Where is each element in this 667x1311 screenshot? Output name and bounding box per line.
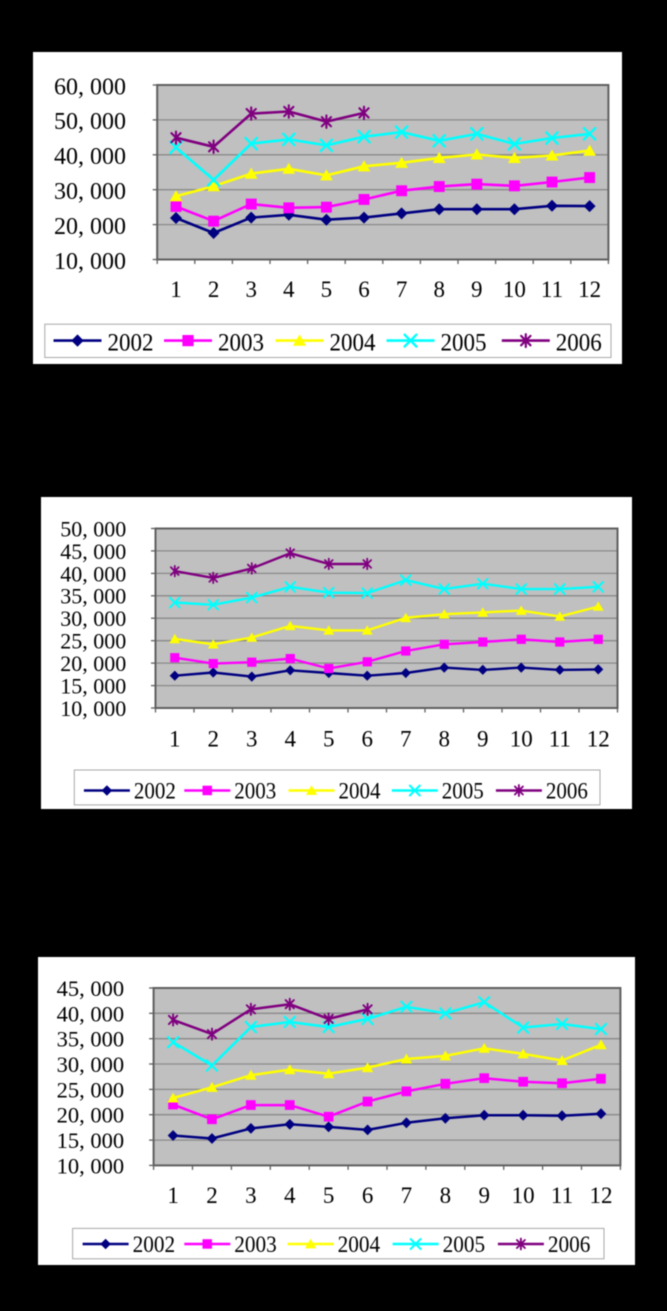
svg-text:5: 5 bbox=[323, 1183, 335, 1208]
svg-text:45, 000: 45, 000 bbox=[60, 539, 126, 564]
svg-text:15, 000: 15, 000 bbox=[60, 674, 126, 699]
svg-text:5: 5 bbox=[321, 277, 333, 302]
svg-text:5: 5 bbox=[323, 727, 335, 752]
svg-text:50, 000: 50, 000 bbox=[54, 109, 126, 135]
svg-text:2004: 2004 bbox=[339, 779, 381, 804]
svg-text:4: 4 bbox=[283, 277, 295, 302]
svg-text:2005: 2005 bbox=[443, 1232, 486, 1257]
svg-text:8: 8 bbox=[433, 277, 445, 302]
svg-text:1: 1 bbox=[169, 727, 181, 752]
svg-text:9: 9 bbox=[471, 277, 483, 302]
svg-text:11: 11 bbox=[551, 1183, 573, 1208]
svg-text:2: 2 bbox=[208, 277, 220, 302]
svg-text:10, 000: 10, 000 bbox=[60, 696, 126, 721]
svg-text:25, 000: 25, 000 bbox=[60, 629, 126, 654]
svg-text:11: 11 bbox=[549, 727, 571, 752]
svg-text:4: 4 bbox=[284, 727, 296, 752]
svg-text:1: 1 bbox=[170, 277, 182, 302]
svg-text:2005: 2005 bbox=[442, 779, 484, 804]
svg-text:40, 000: 40, 000 bbox=[57, 1001, 125, 1026]
svg-text:12: 12 bbox=[590, 1183, 613, 1208]
svg-text:8: 8 bbox=[440, 1183, 452, 1208]
svg-text:45, 000: 45, 000 bbox=[57, 976, 125, 1001]
svg-text:10: 10 bbox=[512, 1183, 535, 1208]
svg-text:30, 000: 30, 000 bbox=[57, 1052, 125, 1077]
svg-text:25, 000: 25, 000 bbox=[57, 1077, 125, 1102]
svg-text:7: 7 bbox=[396, 277, 408, 302]
svg-text:6: 6 bbox=[358, 277, 370, 302]
svg-text:40, 000: 40, 000 bbox=[54, 144, 126, 170]
svg-text:2006: 2006 bbox=[546, 779, 588, 804]
svg-text:3: 3 bbox=[245, 1183, 257, 1208]
svg-text:1: 1 bbox=[167, 1183, 179, 1208]
svg-text:7: 7 bbox=[400, 727, 412, 752]
svg-text:8: 8 bbox=[438, 727, 450, 752]
svg-text:20, 000: 20, 000 bbox=[54, 214, 126, 240]
svg-text:10, 000: 10, 000 bbox=[54, 249, 126, 275]
svg-text:6: 6 bbox=[362, 1183, 374, 1208]
svg-text:3: 3 bbox=[245, 277, 257, 302]
svg-text:3: 3 bbox=[246, 727, 258, 752]
svg-text:10: 10 bbox=[503, 277, 526, 302]
svg-text:2003: 2003 bbox=[218, 330, 264, 357]
svg-text:2003: 2003 bbox=[234, 779, 276, 804]
svg-text:10, 000: 10, 000 bbox=[57, 1153, 125, 1178]
svg-text:20, 000: 20, 000 bbox=[57, 1103, 125, 1128]
svg-text:60, 000: 60, 000 bbox=[54, 74, 126, 100]
svg-text:2002: 2002 bbox=[134, 779, 176, 804]
svg-text:2004: 2004 bbox=[330, 330, 376, 357]
svg-text:2002: 2002 bbox=[133, 1232, 176, 1257]
svg-text:30, 000: 30, 000 bbox=[54, 179, 126, 205]
svg-text:20, 000: 20, 000 bbox=[60, 651, 126, 676]
svg-text:9: 9 bbox=[477, 727, 489, 752]
svg-text:2006: 2006 bbox=[548, 1232, 591, 1257]
svg-text:2: 2 bbox=[206, 1183, 218, 1208]
svg-text:7: 7 bbox=[401, 1183, 413, 1208]
svg-text:6: 6 bbox=[361, 727, 373, 752]
svg-text:10: 10 bbox=[510, 727, 533, 752]
svg-text:2004: 2004 bbox=[338, 1232, 381, 1257]
svg-text:2003: 2003 bbox=[234, 1232, 276, 1257]
svg-text:2005: 2005 bbox=[441, 330, 487, 357]
svg-text:40, 000: 40, 000 bbox=[60, 561, 126, 586]
svg-text:9: 9 bbox=[478, 1183, 490, 1208]
svg-text:2006: 2006 bbox=[556, 330, 602, 357]
svg-text:12: 12 bbox=[587, 727, 610, 752]
svg-text:15, 000: 15, 000 bbox=[57, 1128, 125, 1153]
svg-text:11: 11 bbox=[541, 277, 563, 302]
svg-text:35, 000: 35, 000 bbox=[57, 1027, 125, 1052]
svg-text:30, 000: 30, 000 bbox=[60, 606, 126, 631]
svg-text:12: 12 bbox=[578, 277, 601, 302]
svg-text:35, 000: 35, 000 bbox=[60, 584, 126, 609]
svg-text:4: 4 bbox=[284, 1183, 296, 1208]
svg-text:2002: 2002 bbox=[108, 330, 154, 357]
svg-text:50, 000: 50, 000 bbox=[60, 516, 126, 541]
svg-text:2: 2 bbox=[207, 727, 219, 752]
